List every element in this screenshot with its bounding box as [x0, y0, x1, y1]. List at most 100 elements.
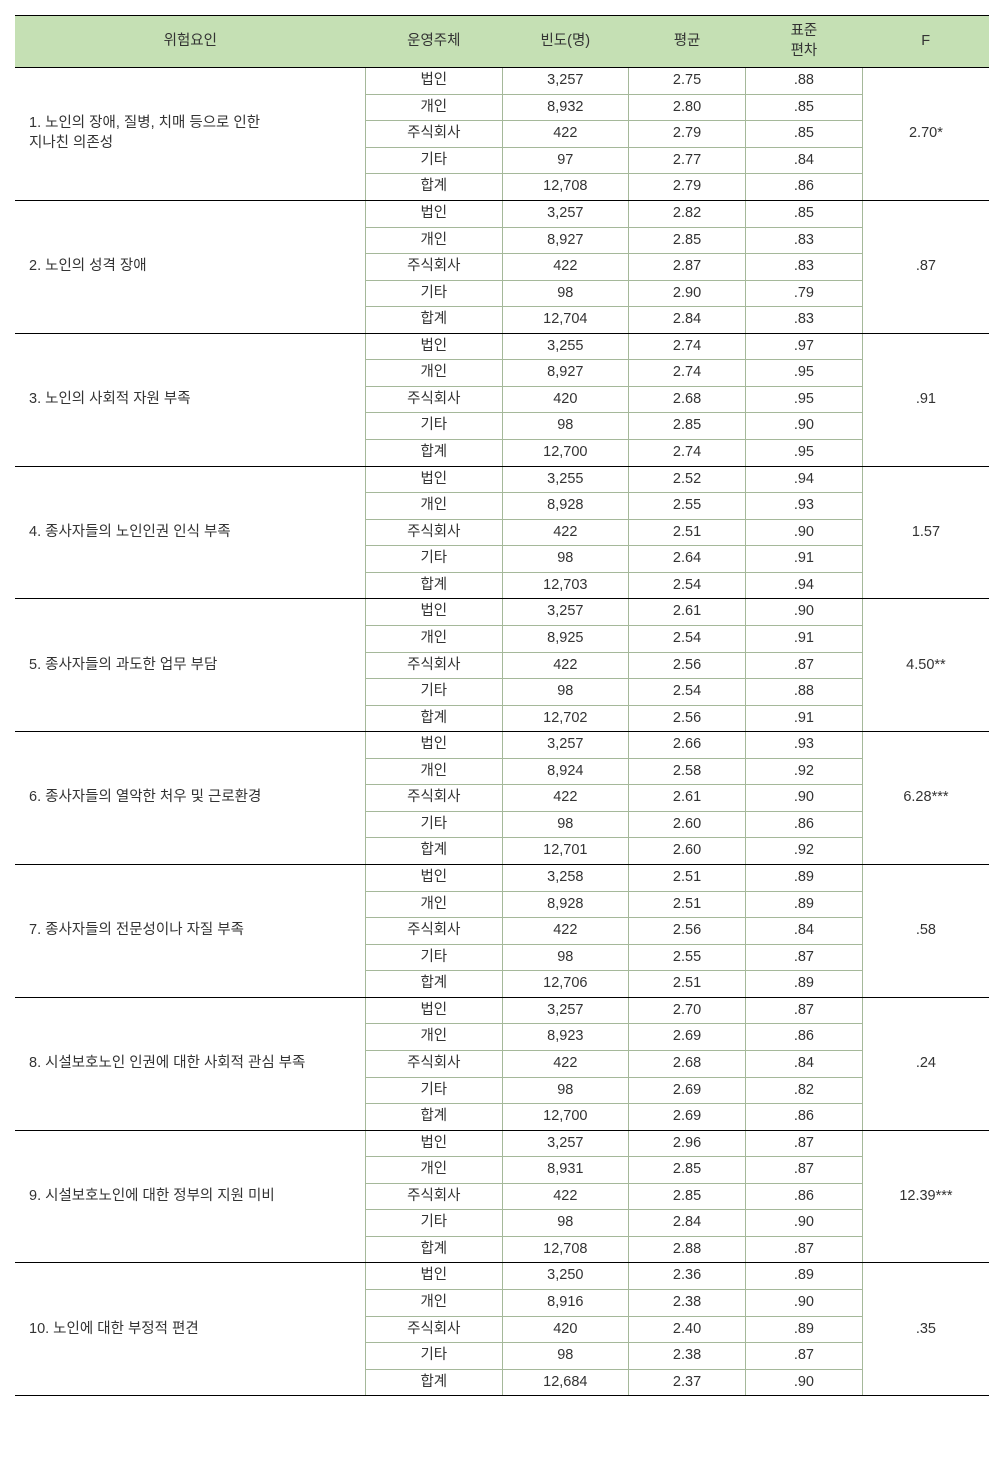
mean-cell: 2.68 [629, 386, 746, 413]
mean-cell: 2.75 [629, 68, 746, 95]
factor-label: 1. 노인의 장애, 질병, 치매 등으로 인한 지나친 의존성 [15, 68, 366, 201]
entity-cell: 합계 [366, 971, 502, 998]
entity-cell: 개인 [366, 360, 502, 387]
table-row: 6. 종사자들의 열악한 처우 및 근로환경법인3,2572.66.936.28… [15, 732, 989, 759]
entity-cell: 개인 [366, 891, 502, 918]
frequency-cell: 12,703 [502, 572, 629, 599]
entity-cell: 개인 [366, 625, 502, 652]
f-value-cell: 12.39*** [862, 1130, 989, 1263]
mean-cell: 2.66 [629, 732, 746, 759]
frequency-cell: 12,700 [502, 1104, 629, 1131]
mean-cell: 2.96 [629, 1130, 746, 1157]
mean-cell: 2.60 [629, 811, 746, 838]
sd-cell: .94 [745, 572, 862, 599]
mean-cell: 2.69 [629, 1024, 746, 1051]
sd-cell: .95 [745, 440, 862, 467]
sd-cell: .95 [745, 386, 862, 413]
frequency-cell: 422 [502, 121, 629, 148]
entity-cell: 기타 [366, 280, 502, 307]
sd-cell: .82 [745, 1077, 862, 1104]
entity-cell: 법인 [366, 865, 502, 892]
entity-cell: 법인 [366, 1263, 502, 1290]
mean-cell: 2.56 [629, 652, 746, 679]
frequency-cell: 8,927 [502, 227, 629, 254]
table-row: 7. 종사자들의 전문성이나 자질 부족법인3,2582.51.89.58 [15, 865, 989, 892]
sd-cell: .94 [745, 466, 862, 493]
mean-cell: 2.55 [629, 944, 746, 971]
factor-label: 6. 종사자들의 열악한 처우 및 근로환경 [15, 732, 366, 865]
mean-cell: 2.61 [629, 785, 746, 812]
mean-cell: 2.84 [629, 307, 746, 334]
entity-cell: 개인 [366, 94, 502, 121]
f-value-cell: .91 [862, 333, 989, 466]
sd-cell: .88 [745, 679, 862, 706]
entity-cell: 개인 [366, 493, 502, 520]
f-value-cell: .58 [862, 865, 989, 998]
sd-cell: .90 [745, 1369, 862, 1396]
frequency-cell: 98 [502, 546, 629, 573]
frequency-cell: 422 [502, 519, 629, 546]
mean-cell: 2.70 [629, 997, 746, 1024]
sd-cell: .89 [745, 865, 862, 892]
mean-cell: 2.55 [629, 493, 746, 520]
factor-label: 5. 종사자들의 과도한 업무 부담 [15, 599, 366, 732]
f-value-cell: 6.28*** [862, 732, 989, 865]
mean-cell: 2.51 [629, 519, 746, 546]
table-row: 5. 종사자들의 과도한 업무 부담법인3,2572.61.904.50** [15, 599, 989, 626]
mean-cell: 2.38 [629, 1343, 746, 1370]
frequency-cell: 422 [502, 1183, 629, 1210]
mean-cell: 2.79 [629, 121, 746, 148]
frequency-cell: 422 [502, 652, 629, 679]
frequency-cell: 98 [502, 1077, 629, 1104]
entity-cell: 기타 [366, 679, 502, 706]
mean-cell: 2.38 [629, 1290, 746, 1317]
frequency-cell: 8,931 [502, 1157, 629, 1184]
frequency-cell: 12,706 [502, 971, 629, 998]
frequency-cell: 8,932 [502, 94, 629, 121]
mean-cell: 2.68 [629, 1050, 746, 1077]
sd-cell: .90 [745, 599, 862, 626]
frequency-cell: 8,928 [502, 493, 629, 520]
frequency-cell: 3,255 [502, 333, 629, 360]
sd-cell: .93 [745, 732, 862, 759]
entity-cell: 합계 [366, 1104, 502, 1131]
sd-cell: .90 [745, 413, 862, 440]
f-value-cell: 2.70* [862, 68, 989, 201]
table-row: 9. 시설보호노인에 대한 정부의 지원 미비법인3,2572.96.8712.… [15, 1130, 989, 1157]
factor-label: 2. 노인의 성격 장애 [15, 200, 366, 333]
sd-cell: .87 [745, 652, 862, 679]
entity-cell: 합계 [366, 572, 502, 599]
sd-cell: .87 [745, 1130, 862, 1157]
entity-cell: 기타 [366, 944, 502, 971]
sd-cell: .90 [745, 1290, 862, 1317]
table-row: 2. 노인의 성격 장애법인3,2572.82.85.87 [15, 200, 989, 227]
mean-cell: 2.37 [629, 1369, 746, 1396]
sd-cell: .89 [745, 891, 862, 918]
mean-cell: 2.36 [629, 1263, 746, 1290]
factor-label: 3. 노인의 사회적 자원 부족 [15, 333, 366, 466]
frequency-cell: 8,928 [502, 891, 629, 918]
frequency-cell: 97 [502, 147, 629, 174]
mean-cell: 2.54 [629, 679, 746, 706]
entity-cell: 합계 [366, 705, 502, 732]
sd-cell: .89 [745, 971, 862, 998]
factor-label: 10. 노인에 대한 부정적 편견 [15, 1263, 366, 1396]
frequency-cell: 8,927 [502, 360, 629, 387]
sd-cell: .91 [745, 546, 862, 573]
frequency-cell: 3,257 [502, 68, 629, 95]
entity-cell: 합계 [366, 307, 502, 334]
sd-cell: .87 [745, 944, 862, 971]
frequency-cell: 422 [502, 918, 629, 945]
mean-cell: 2.51 [629, 891, 746, 918]
entity-cell: 법인 [366, 599, 502, 626]
frequency-cell: 12,708 [502, 174, 629, 201]
entity-cell: 합계 [366, 174, 502, 201]
sd-cell: .87 [745, 1236, 862, 1263]
sd-cell: .84 [745, 918, 862, 945]
factor-label: 9. 시설보호노인에 대한 정부의 지원 미비 [15, 1130, 366, 1263]
frequency-cell: 3,257 [502, 997, 629, 1024]
frequency-cell: 98 [502, 413, 629, 440]
risk-factor-stats-table: 위험요인 운영주체 빈도(명) 평균 표준편차 F 1. 노인의 장애, 질병,… [15, 15, 989, 1396]
entity-cell: 기타 [366, 413, 502, 440]
sd-cell: .93 [745, 493, 862, 520]
